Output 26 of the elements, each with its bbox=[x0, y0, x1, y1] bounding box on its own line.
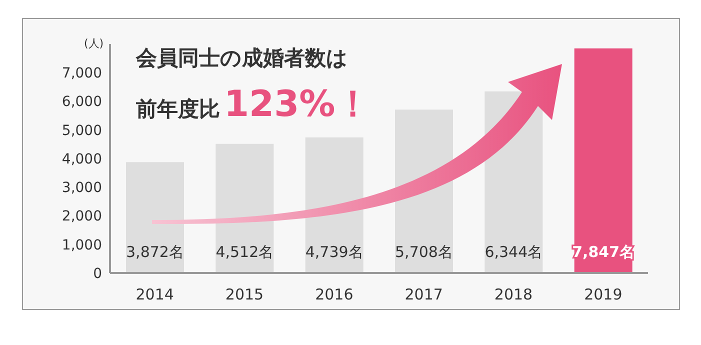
annotation: 123%！ bbox=[224, 83, 372, 127]
y-tick-label: 7,000 bbox=[62, 66, 102, 82]
x-tick-label: 2016 bbox=[315, 286, 354, 304]
data-label: 5,708名 bbox=[395, 243, 453, 261]
y-tick-label: 3,000 bbox=[62, 180, 102, 196]
text: 前年度比 bbox=[136, 96, 220, 123]
data-label: 4,739名 bbox=[305, 243, 364, 261]
y-axis-title: (人) bbox=[84, 36, 104, 51]
x-tick-label: 2017 bbox=[404, 286, 443, 304]
y-tick-label: 2,000 bbox=[62, 208, 102, 225]
x-tick-label: 2018 bbox=[494, 286, 533, 304]
bar bbox=[126, 162, 184, 273]
y-tick-label: 1,000 bbox=[62, 237, 102, 254]
bar bbox=[574, 48, 632, 273]
y-tick-label: 5,000 bbox=[62, 122, 102, 139]
y-tick-label: 0 bbox=[93, 266, 102, 282]
x-tick-label: 2014 bbox=[136, 286, 174, 304]
chart-title: 会員同士の成婚者数は bbox=[136, 45, 348, 72]
x-tick-label: 2019 bbox=[584, 286, 622, 304]
data-label: 3,872名 bbox=[126, 243, 184, 261]
data-label: 6,344名 bbox=[484, 243, 543, 261]
data-label: 4,512名 bbox=[216, 243, 274, 261]
y-tick-label: 4,000 bbox=[62, 151, 102, 168]
y-tick-label: 6,000 bbox=[62, 94, 102, 110]
bar bbox=[216, 144, 274, 273]
x-tick-label: 2015 bbox=[225, 286, 264, 304]
